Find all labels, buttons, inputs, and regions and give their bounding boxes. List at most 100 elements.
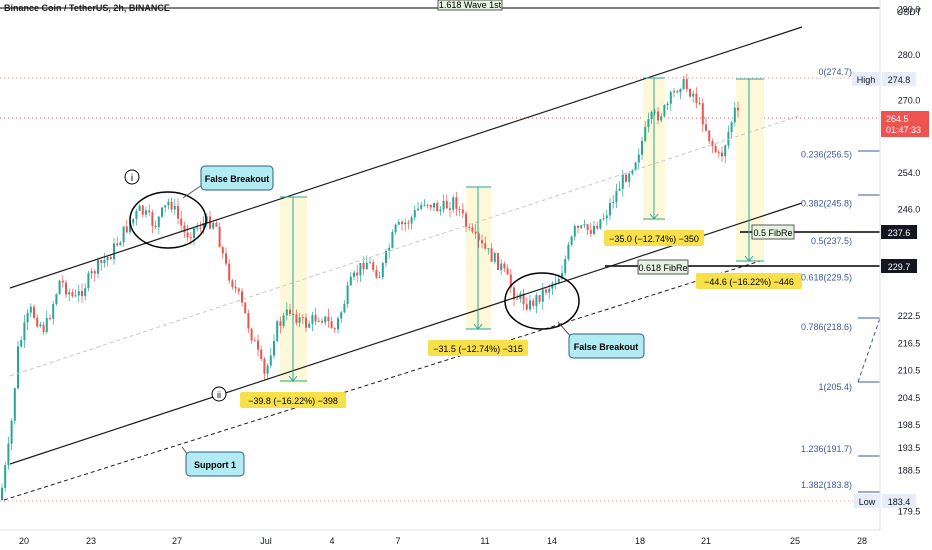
candle-54 xyxy=(173,198,176,215)
price-tick-1: 280.0 xyxy=(898,50,921,60)
candle-191 xyxy=(612,194,615,209)
candle-8 xyxy=(26,309,29,331)
candle-83 xyxy=(266,363,269,379)
fib-trend-connector xyxy=(857,317,881,383)
false-breakout-callout-1[interactable]: False Breakout xyxy=(182,165,274,199)
candle-142 xyxy=(455,191,458,216)
candle-20 xyxy=(65,279,67,298)
candle-205 xyxy=(657,107,659,125)
svg-text:183.4: 183.4 xyxy=(888,497,911,507)
candle-145 xyxy=(465,210,467,232)
candle-87 xyxy=(279,316,282,334)
low-badge: Low 183.4 xyxy=(854,494,916,508)
candle-220 xyxy=(705,116,707,132)
support-1-callout[interactable]: Support 1 xyxy=(181,446,245,477)
candle-167 xyxy=(535,292,538,314)
candle-230 xyxy=(737,101,739,118)
price-axis[interactable]: USDT 290.0 280.0 270.0 254.0 246.0 222.5 216.5… xyxy=(879,0,932,550)
measure-label-3: −35.0 (−12.74%) −350 xyxy=(604,230,704,246)
candle-224 xyxy=(717,149,720,158)
time-label-6: 11 xyxy=(480,536,489,546)
price-tick-4: 254.0 xyxy=(898,168,921,178)
candle-206 xyxy=(660,113,663,123)
candle-9 xyxy=(29,303,32,318)
candle-3 xyxy=(10,418,13,450)
candle-22 xyxy=(71,288,74,298)
candle-115 xyxy=(369,257,371,264)
candle-211 xyxy=(676,89,679,94)
candle-216 xyxy=(692,90,695,103)
svg-text:High: High xyxy=(857,75,876,85)
time-label-8: 18 xyxy=(635,536,645,546)
false-breakout-ellipse-2[interactable] xyxy=(504,272,580,330)
candle-36 xyxy=(116,236,119,248)
candle-178 xyxy=(570,235,573,247)
candle-168 xyxy=(538,295,541,305)
candle-119 xyxy=(381,262,384,280)
candle-102 xyxy=(327,308,330,328)
symbol-title: Binance Coin / TetherUS, 2h, BINANCE xyxy=(4,3,170,13)
channel-upper-line[interactable] xyxy=(9,26,803,289)
support-dashed-line[interactable] xyxy=(3,260,761,501)
candle-16 xyxy=(52,300,55,325)
candle-107 xyxy=(343,300,346,314)
candle-1 xyxy=(4,461,7,492)
candle-50 xyxy=(161,206,163,219)
candle-180 xyxy=(577,225,579,234)
time-axis[interactable]: 20 23 27 Jul 4 7 11 14 18 21 25 28 xyxy=(0,529,932,550)
candle-84 xyxy=(269,347,272,369)
candle-190 xyxy=(609,197,611,221)
candlestick-series xyxy=(1,73,739,501)
candle-72 xyxy=(231,279,234,290)
measure-label-4: −44.6 (−16.22%) −446 xyxy=(696,273,802,289)
false-breakout-ellipse-1[interactable] xyxy=(129,191,207,249)
channel-median-line[interactable] xyxy=(9,114,803,377)
fib-tag-0618: 0.618 FibRe xyxy=(637,259,689,275)
candle-90 xyxy=(289,303,291,317)
candle-131 xyxy=(420,201,423,211)
candle-34 xyxy=(109,254,112,260)
candle-214 xyxy=(685,73,688,93)
candle-225 xyxy=(721,146,723,163)
candle-173 xyxy=(554,276,557,290)
candle-60 xyxy=(193,227,195,246)
candle-64 xyxy=(205,213,208,227)
candle-158 xyxy=(506,264,509,275)
candle-197 xyxy=(631,169,634,176)
svg-text:237.6: 237.6 xyxy=(888,228,911,238)
time-label-4: 4 xyxy=(329,536,334,546)
candle-143 xyxy=(458,205,461,216)
candle-203 xyxy=(650,110,653,125)
candle-179 xyxy=(573,223,576,241)
candle-111 xyxy=(356,264,359,283)
wave-i-marker[interactable] xyxy=(124,169,140,185)
candle-27 xyxy=(87,270,90,292)
price-tick-14: 188.5 xyxy=(898,466,921,476)
candle-74 xyxy=(237,287,240,296)
fib-label-0.382: 0.382(245.8) xyxy=(801,198,852,208)
false-breakout-callout-2[interactable]: False Breakout xyxy=(557,321,645,359)
measure-label-1: −39.8 (−16.22%) −398 xyxy=(240,392,346,408)
wave-ii-marker[interactable] xyxy=(211,386,227,402)
candle-42 xyxy=(135,208,138,226)
candle-136 xyxy=(436,200,439,212)
candle-218 xyxy=(698,97,701,106)
channel-lower-line[interactable] xyxy=(9,202,803,465)
current-price-badge: 264.5 01:47:33 xyxy=(881,111,929,137)
candle-108 xyxy=(346,281,349,308)
candle-184 xyxy=(589,222,592,238)
candle-6 xyxy=(20,336,23,348)
candle-28 xyxy=(90,267,93,279)
candle-77 xyxy=(247,309,250,334)
candle-110 xyxy=(353,270,355,281)
fib-label-0: 0(274.7) xyxy=(818,67,852,77)
candle-92 xyxy=(295,309,298,326)
candle-227 xyxy=(727,125,730,149)
price-tag-229: 229.7 xyxy=(881,259,917,273)
candle-25 xyxy=(81,283,83,303)
candle-209 xyxy=(669,90,672,112)
candle-181 xyxy=(580,224,583,230)
candle-217 xyxy=(695,87,698,109)
candle-130 xyxy=(417,201,419,212)
